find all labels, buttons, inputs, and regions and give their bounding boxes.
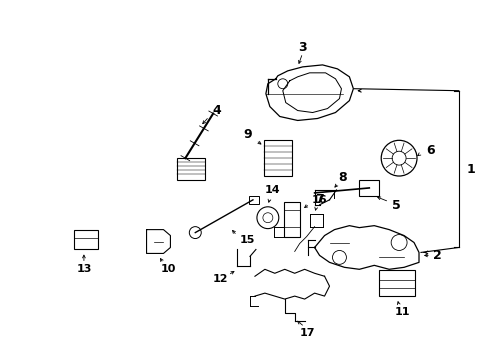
Bar	[359, 180, 379, 196]
Text: 4: 4	[212, 104, 221, 117]
Text: 14: 14	[264, 185, 280, 195]
Text: 10: 10	[161, 264, 176, 274]
Text: 8: 8	[337, 171, 346, 184]
Text: 16: 16	[311, 195, 326, 205]
Text: 9: 9	[243, 128, 252, 141]
Text: 3: 3	[298, 41, 306, 54]
Text: 7: 7	[315, 193, 323, 206]
Text: 1: 1	[466, 163, 474, 176]
Text: 5: 5	[391, 199, 400, 212]
Text: 6: 6	[426, 144, 434, 157]
Bar	[74, 230, 98, 249]
Text: 12: 12	[212, 274, 227, 284]
Bar	[379, 270, 414, 296]
Text: 15: 15	[239, 234, 254, 244]
Bar	[264, 140, 291, 176]
Text: 13: 13	[76, 264, 91, 274]
Text: 17: 17	[299, 328, 315, 338]
Bar	[177, 158, 205, 180]
Bar	[248, 196, 258, 204]
Text: 11: 11	[393, 307, 409, 317]
Bar	[283, 202, 299, 237]
Text: 2: 2	[432, 249, 440, 262]
